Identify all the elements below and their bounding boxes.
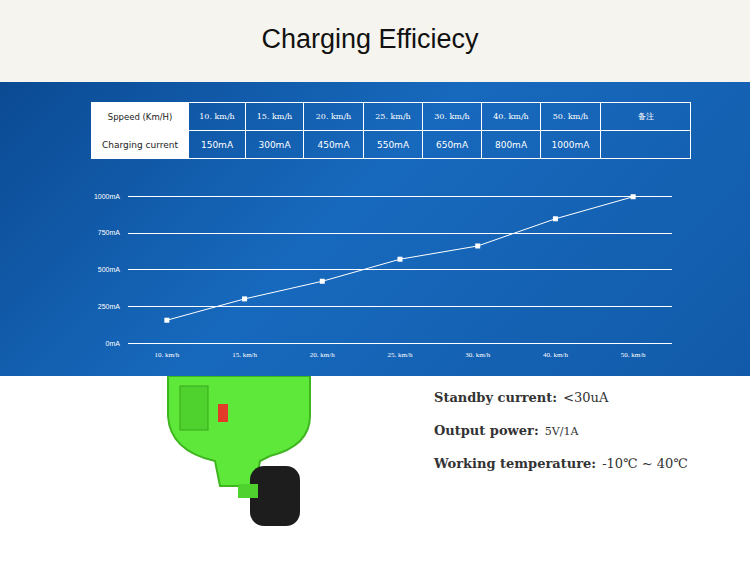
svg-text:10. km/h: 10. km/h — [154, 351, 179, 359]
html-text:Output power: 5V/1A: Output power: 5V/1A — [434, 423, 579, 438]
html-text:550mA: 550mA — [376, 139, 409, 150]
svg-text:40. km/h: 40. km/h — [543, 351, 568, 359]
svg-text:250mA: 250mA — [98, 303, 121, 310]
svg-text:0mA: 0mA — [106, 340, 121, 347]
html-text:450mA: 450mA — [317, 139, 350, 150]
html-text:650mA: 650mA — [435, 139, 468, 150]
html-text:25. km/h: 25. km/h — [375, 112, 411, 121]
html-text:Charging Efficiecy: Charging Efficiecy — [261, 24, 479, 54]
html-text:300mA: 300mA — [258, 139, 291, 150]
svg-text:25. km/h: 25. km/h — [388, 351, 413, 359]
svg-text:30. km/h: 30. km/h — [465, 351, 490, 359]
svg-text:50. km/h: 50. km/h — [621, 351, 646, 359]
html-text:800mA: 800mA — [494, 139, 527, 150]
html-text:30. km/h: 30. km/h — [434, 112, 470, 121]
html-text:150mA: 150mA — [200, 139, 233, 150]
html-text:Charging current: Charging current — [102, 139, 178, 150]
svg-text:1000mA: 1000mA — [94, 193, 120, 200]
html-text:40. km/h: 40. km/h — [493, 112, 529, 121]
html-text:备注: 备注 — [637, 112, 654, 121]
html-text:Standby current: <30uA: Standby current: <30uA — [434, 390, 609, 405]
html-text:10. km/h: 10. km/h — [199, 112, 235, 121]
html-text:15. km/h: 15. km/h — [256, 112, 293, 121]
svg-text:15. km/h: 15. km/h — [232, 351, 257, 359]
html-text:1000mA: 1000mA — [551, 139, 590, 150]
html-text:Sppeed (Km/H): Sppeed (Km/H) — [107, 111, 173, 122]
html-text:20. km/h: 20. km/h — [315, 112, 352, 121]
svg-text:20. km/h: 20. km/h — [310, 351, 335, 359]
html-text:50. km/h: 50. km/h — [552, 112, 589, 121]
svg-text:750mA: 750mA — [98, 229, 121, 236]
svg-text:500mA: 500mA — [98, 266, 121, 273]
html-text:Working temperature: -10℃ ~ 40: Working temperature: -10℃ ~ 40℃ — [434, 456, 688, 471]
